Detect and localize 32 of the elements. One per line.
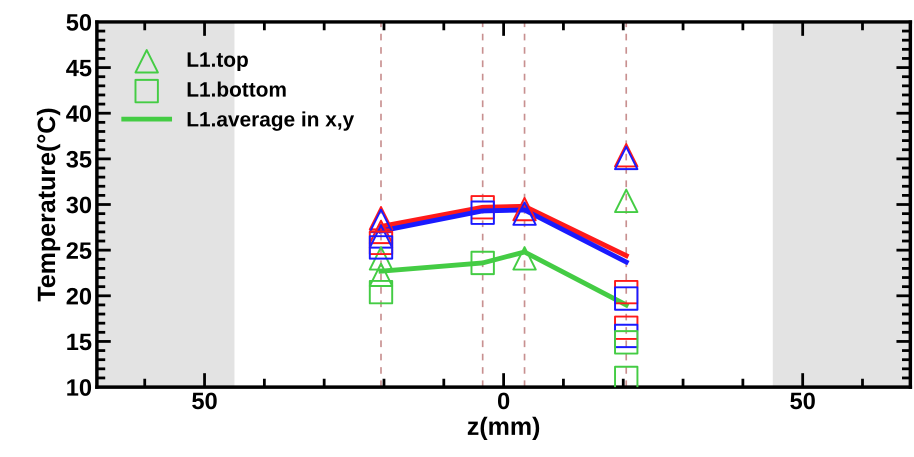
y-tick-label: 20 [66, 288, 92, 305]
point [470, 250, 495, 276]
point [368, 220, 394, 244]
point [512, 246, 537, 271]
legend-label: L1.top [188, 52, 248, 72]
y-tick-label: 45 [66, 60, 92, 76]
point [368, 280, 394, 304]
x-tick-label: 0 [498, 392, 510, 410]
point [512, 201, 537, 226]
point [614, 366, 638, 388]
point [368, 246, 394, 271]
point [470, 200, 495, 225]
y-axis-title: Temperature(°C) [36, 108, 60, 302]
y-tick-label: 30 [66, 196, 92, 214]
legend-label: L1.bottom [188, 81, 286, 97]
y-tick-label: 40 [66, 105, 92, 122]
point [368, 262, 394, 287]
point [614, 188, 638, 214]
y-tick-label: 25 [66, 242, 92, 259]
y-tick-label: 50 [66, 14, 92, 31]
legend-label: L1.average in x,y [188, 111, 354, 131]
y-tick-label: 10 [67, 379, 92, 396]
x-tick-label: 50 [790, 392, 815, 410]
y-tick-label: 35 [66, 150, 92, 168]
point [368, 235, 394, 260]
point [614, 330, 638, 355]
point [614, 286, 638, 311]
x-tick-label: 50 [192, 392, 217, 410]
point [368, 224, 394, 249]
y-tick-label: 15 [67, 334, 92, 350]
point [512, 196, 537, 222]
x-axis-title: z(mm) [468, 416, 540, 440]
